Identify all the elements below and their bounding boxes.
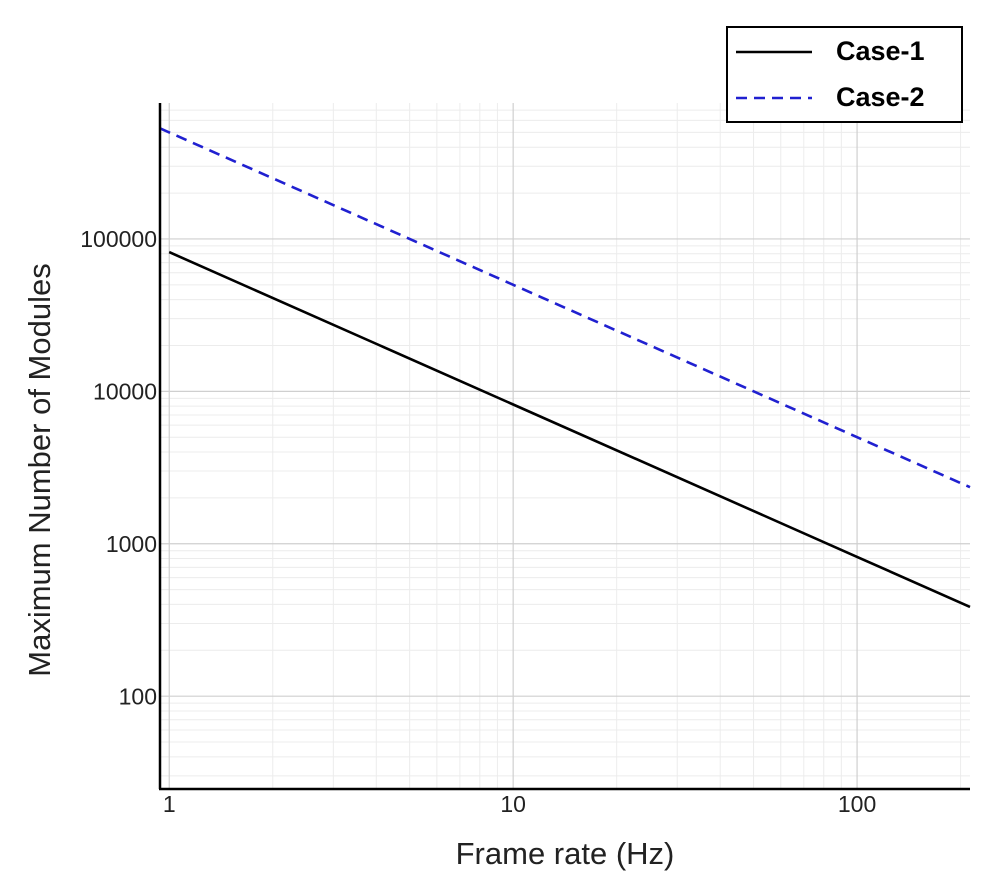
x-tick-label: 10 bbox=[500, 791, 526, 817]
y-tick-label: 100 bbox=[119, 683, 157, 709]
legend-label: Case-2 bbox=[836, 82, 925, 112]
legend-label: Case-1 bbox=[836, 36, 925, 66]
x-axis-label: Frame rate (Hz) bbox=[456, 836, 675, 871]
plot-lines bbox=[159, 127, 971, 609]
x-tick-label: 1 bbox=[163, 791, 176, 817]
data-line bbox=[159, 127, 971, 489]
x-tick-label: 100 bbox=[838, 791, 876, 817]
y-tick-label: 100000 bbox=[80, 226, 157, 252]
legend: Case-1 Case-2 bbox=[726, 26, 963, 123]
data-line bbox=[168, 250, 971, 609]
y-axis-label: Maximum Number of Modules bbox=[22, 263, 57, 676]
tick-labels: 100 1000 10000 100000 1 10 100 bbox=[80, 226, 876, 817]
y-tick-label: 1000 bbox=[106, 531, 157, 557]
y-tick-label: 10000 bbox=[93, 378, 157, 404]
legend-box bbox=[726, 26, 963, 123]
